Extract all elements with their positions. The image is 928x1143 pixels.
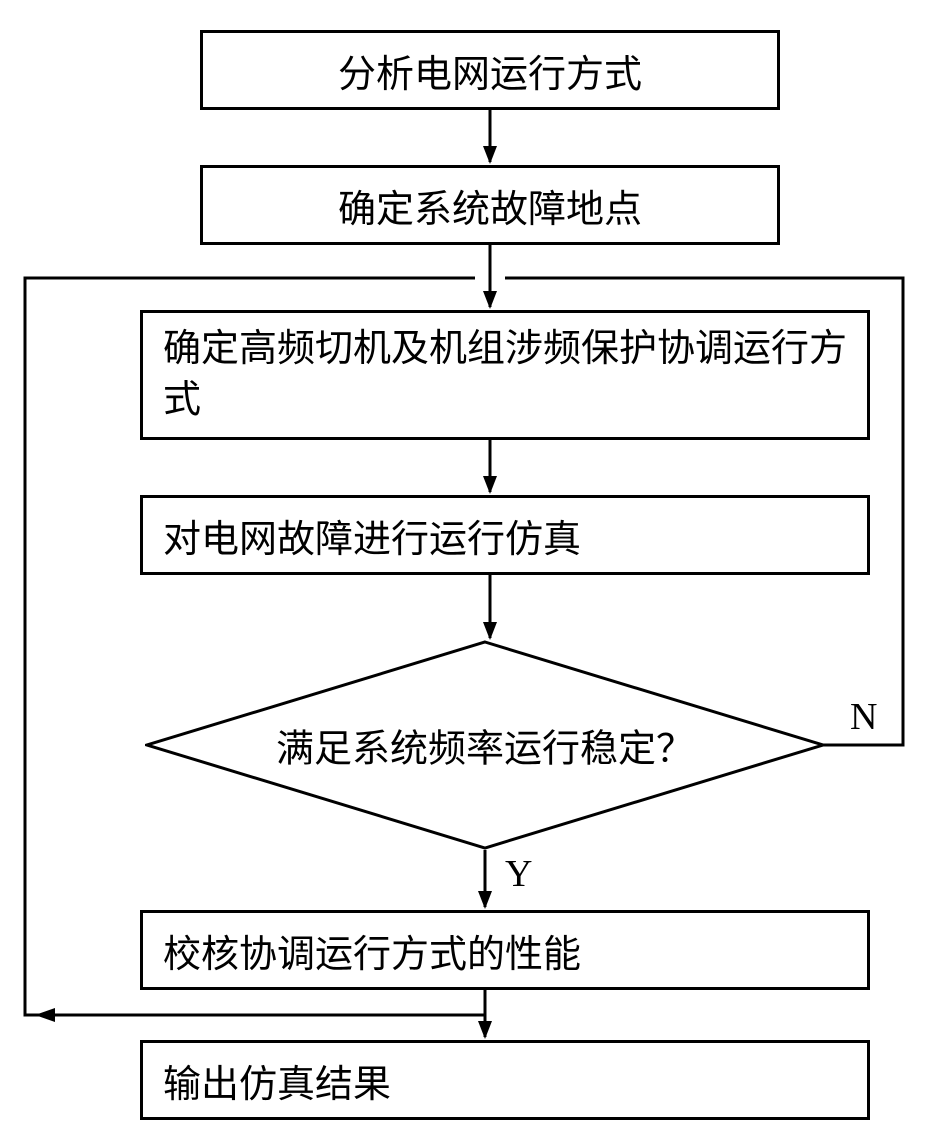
node-coord-mode: 确定高频切机及机组涉频保护协调运行方式 (140, 310, 870, 440)
arrow-left-loop (35, 1008, 55, 1022)
node-analyze-grid: 分析电网运行方式 (200, 30, 780, 110)
node-decision-stable: 满足系统频率运行稳定？ (145, 640, 825, 850)
node-label: 校核协调运行方式的性能 (163, 923, 581, 978)
node-label: 对电网故障进行运行仿真 (163, 508, 581, 563)
label-yes: Y (505, 852, 532, 896)
node-output-result: 输出仿真结果 (140, 1040, 870, 1120)
node-verify-performance: 校核协调运行方式的性能 (140, 910, 870, 990)
node-label: 确定高频切机及机组涉频保护协调运行方式 (163, 324, 847, 427)
node-run-simulation: 对电网故障进行运行仿真 (140, 495, 870, 575)
node-label: 分析电网运行方式 (338, 43, 642, 98)
node-label: 满足系统频率运行稳定？ (145, 718, 825, 773)
node-label: 输出仿真结果 (163, 1053, 391, 1108)
node-label: 确定系统故障地点 (338, 178, 642, 233)
label-no: N (850, 695, 877, 739)
node-determine-fault: 确定系统故障地点 (200, 165, 780, 245)
